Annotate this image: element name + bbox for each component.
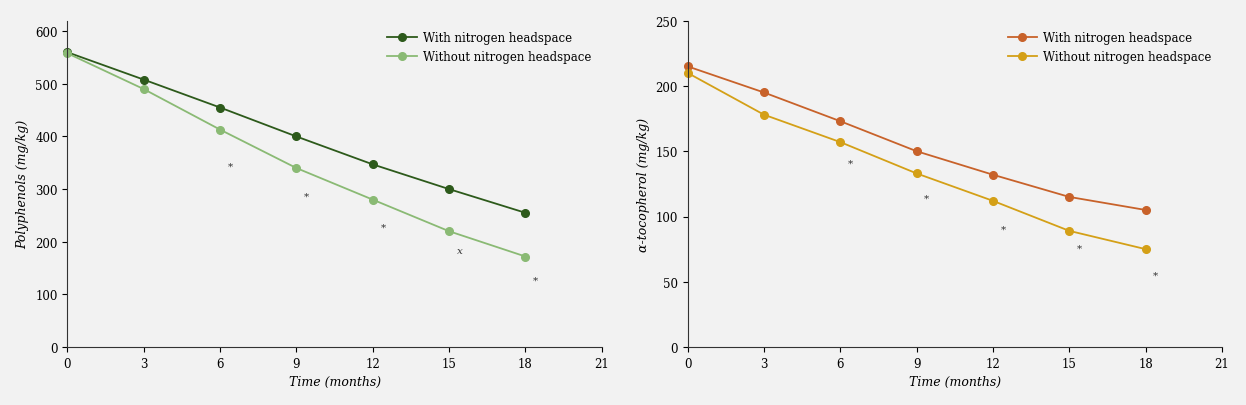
Text: *: *: [1077, 244, 1083, 253]
X-axis label: Time (months): Time (months): [289, 375, 381, 388]
Without nitrogen headspace: [680, 71, 695, 76]
Text: *: *: [304, 192, 309, 201]
Without nitrogen headspace: [756, 113, 771, 118]
Line: With nitrogen headspace: With nitrogen headspace: [684, 64, 1150, 214]
Text: *: *: [925, 194, 930, 203]
With nitrogen headspace: [518, 211, 533, 216]
With nitrogen headspace: [1138, 208, 1153, 213]
Without nitrogen headspace: [1138, 247, 1153, 252]
With nitrogen headspace: [60, 51, 75, 55]
With nitrogen headspace: [1062, 195, 1077, 200]
Without nitrogen headspace: [213, 128, 228, 133]
Without nitrogen headspace: [365, 198, 380, 202]
With nitrogen headspace: [289, 135, 304, 140]
With nitrogen headspace: [832, 119, 847, 124]
Text: *: *: [849, 159, 854, 168]
With nitrogen headspace: [756, 91, 771, 96]
Text: *: *: [1154, 271, 1159, 280]
Without nitrogen headspace: [289, 166, 304, 171]
X-axis label: Time (months): Time (months): [908, 375, 1001, 388]
Line: With nitrogen headspace: With nitrogen headspace: [64, 49, 530, 217]
Without nitrogen headspace: [136, 87, 151, 92]
Text: *: *: [380, 223, 386, 232]
Legend: With nitrogen headspace, Without nitrogen headspace: With nitrogen headspace, Without nitroge…: [383, 28, 596, 69]
Without nitrogen headspace: [986, 199, 1001, 204]
With nitrogen headspace: [441, 187, 456, 192]
Line: Without nitrogen headspace: Without nitrogen headspace: [684, 70, 1150, 254]
Text: *: *: [228, 162, 233, 172]
With nitrogen headspace: [986, 173, 1001, 178]
Text: x: x: [457, 247, 462, 256]
With nitrogen headspace: [910, 149, 925, 154]
With nitrogen headspace: [365, 162, 380, 167]
Without nitrogen headspace: [1062, 229, 1077, 234]
Line: Without nitrogen headspace: Without nitrogen headspace: [64, 50, 530, 261]
With nitrogen headspace: [213, 106, 228, 111]
With nitrogen headspace: [136, 78, 151, 83]
Without nitrogen headspace: [60, 52, 75, 57]
Text: *: *: [1001, 226, 1006, 234]
Without nitrogen headspace: [832, 140, 847, 145]
Legend: With nitrogen headspace, Without nitrogen headspace: With nitrogen headspace, Without nitroge…: [1003, 28, 1216, 69]
Y-axis label: α-tocopherol (mg/kg): α-tocopherol (mg/kg): [637, 117, 650, 252]
With nitrogen headspace: [680, 65, 695, 70]
Text: *: *: [533, 276, 538, 285]
Without nitrogen headspace: [441, 229, 456, 234]
Without nitrogen headspace: [518, 254, 533, 259]
Y-axis label: Polyphenols (mg/kg): Polyphenols (mg/kg): [16, 120, 30, 249]
Without nitrogen headspace: [910, 172, 925, 177]
